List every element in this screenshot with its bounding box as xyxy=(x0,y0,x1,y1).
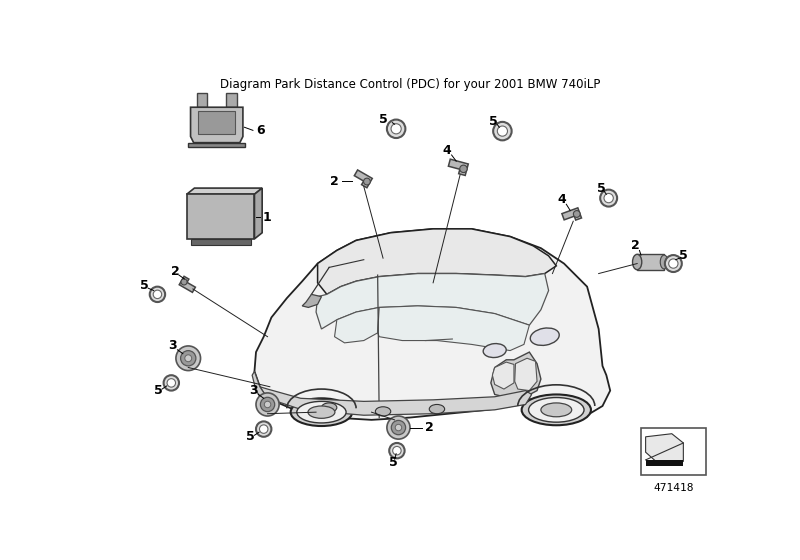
Polygon shape xyxy=(562,208,582,220)
Text: 5: 5 xyxy=(597,181,606,194)
Polygon shape xyxy=(448,159,468,175)
Text: 5: 5 xyxy=(679,249,688,262)
Polygon shape xyxy=(514,358,537,391)
Polygon shape xyxy=(226,94,237,107)
Text: 6: 6 xyxy=(256,124,265,137)
Polygon shape xyxy=(260,387,532,415)
Polygon shape xyxy=(254,188,262,239)
Circle shape xyxy=(181,279,187,285)
Polygon shape xyxy=(190,107,243,143)
Circle shape xyxy=(393,446,401,455)
Text: 2: 2 xyxy=(426,421,434,434)
Circle shape xyxy=(391,421,406,435)
Ellipse shape xyxy=(308,406,335,418)
Polygon shape xyxy=(179,276,195,292)
Polygon shape xyxy=(316,273,549,329)
Ellipse shape xyxy=(660,255,668,269)
Circle shape xyxy=(150,287,165,302)
Circle shape xyxy=(600,190,617,207)
Text: 3: 3 xyxy=(250,384,258,397)
Circle shape xyxy=(498,126,507,136)
Bar xyxy=(646,460,683,466)
Bar xyxy=(190,239,250,245)
Text: 5: 5 xyxy=(489,115,498,128)
Circle shape xyxy=(391,124,402,134)
Circle shape xyxy=(259,425,268,433)
Polygon shape xyxy=(354,170,372,188)
Circle shape xyxy=(164,375,179,390)
Circle shape xyxy=(665,255,682,272)
Text: 471418: 471418 xyxy=(654,483,694,493)
Circle shape xyxy=(604,193,614,203)
Circle shape xyxy=(256,421,271,437)
Circle shape xyxy=(460,165,467,172)
Polygon shape xyxy=(491,352,541,398)
Ellipse shape xyxy=(290,398,352,426)
Text: 4: 4 xyxy=(558,193,566,206)
Ellipse shape xyxy=(633,254,642,270)
Ellipse shape xyxy=(375,407,390,416)
Circle shape xyxy=(390,443,405,458)
Text: 5: 5 xyxy=(154,384,162,397)
Circle shape xyxy=(574,211,580,217)
Circle shape xyxy=(264,401,270,408)
Circle shape xyxy=(260,397,274,412)
Ellipse shape xyxy=(297,402,346,423)
Text: 1: 1 xyxy=(262,211,271,224)
Circle shape xyxy=(387,119,406,138)
Polygon shape xyxy=(378,306,530,351)
Polygon shape xyxy=(186,188,262,194)
Bar xyxy=(188,143,246,147)
Ellipse shape xyxy=(322,403,337,412)
Ellipse shape xyxy=(541,403,572,417)
Ellipse shape xyxy=(430,404,445,414)
Circle shape xyxy=(176,346,201,371)
Circle shape xyxy=(669,259,678,268)
Text: 2: 2 xyxy=(170,265,179,278)
Ellipse shape xyxy=(530,328,559,346)
Polygon shape xyxy=(254,229,610,420)
Polygon shape xyxy=(334,307,379,343)
Polygon shape xyxy=(252,371,267,402)
Circle shape xyxy=(185,355,192,362)
Text: 3: 3 xyxy=(169,339,177,352)
Text: 5: 5 xyxy=(389,456,398,469)
Bar xyxy=(198,111,235,134)
Ellipse shape xyxy=(529,398,584,422)
Circle shape xyxy=(256,393,279,416)
Polygon shape xyxy=(302,295,322,307)
Circle shape xyxy=(395,424,402,431)
Text: 2: 2 xyxy=(631,239,640,253)
Polygon shape xyxy=(646,433,683,464)
Text: 4: 4 xyxy=(442,144,451,157)
Circle shape xyxy=(493,122,512,141)
Polygon shape xyxy=(492,362,514,389)
Text: 5: 5 xyxy=(378,113,387,126)
Polygon shape xyxy=(197,94,207,107)
Circle shape xyxy=(167,379,175,387)
Text: 2: 2 xyxy=(330,175,339,188)
Text: Diagram Park Distance Control (PDC) for your 2001 BMW 740iLP: Diagram Park Distance Control (PDC) for … xyxy=(220,78,600,91)
Text: 5: 5 xyxy=(246,430,255,444)
Ellipse shape xyxy=(522,394,591,425)
Polygon shape xyxy=(318,229,556,295)
Text: 5: 5 xyxy=(140,279,149,292)
Circle shape xyxy=(363,178,370,185)
Polygon shape xyxy=(637,254,664,270)
Circle shape xyxy=(181,351,196,366)
Bar xyxy=(641,427,706,475)
Ellipse shape xyxy=(483,344,506,357)
Circle shape xyxy=(154,290,162,298)
Bar xyxy=(186,194,254,239)
Circle shape xyxy=(387,416,410,439)
